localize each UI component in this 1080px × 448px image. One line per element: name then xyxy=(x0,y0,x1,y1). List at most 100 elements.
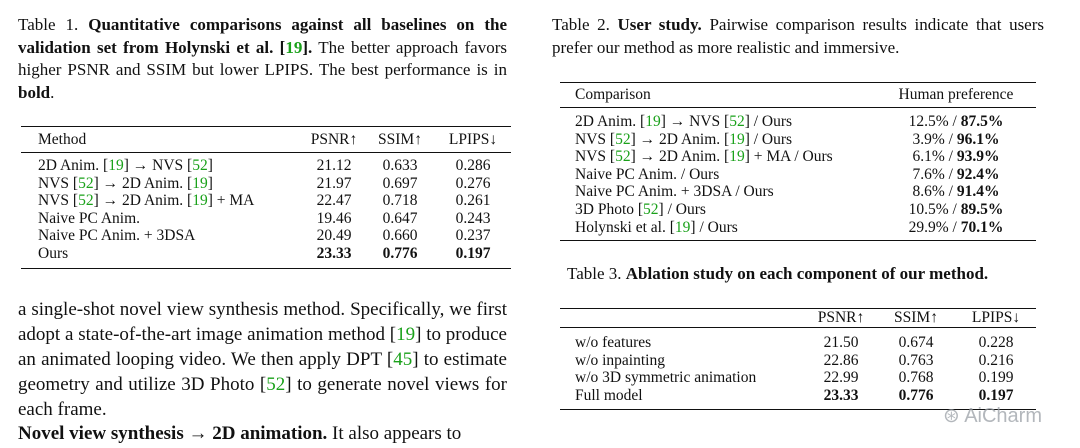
citation-link[interactable]: 52 xyxy=(192,157,208,174)
table1-value-cell: 0.197 xyxy=(455,244,491,262)
table1-row: Ours 23.33 0.776 0.197 xyxy=(21,244,511,269)
citation-link[interactable]: 19 xyxy=(674,218,691,236)
watermark-text: AiCharm xyxy=(964,405,1042,427)
table1-method-cell: 2D Anim. [19] → NVS [52] xyxy=(38,157,213,174)
citation-link[interactable]: 52 xyxy=(78,192,94,210)
section-heading: Novel view synthesis → 2D animation. It … xyxy=(18,421,507,446)
table1-method-cell: Ours xyxy=(38,244,69,262)
ours-preference: 70.1% xyxy=(960,218,1004,236)
table1-value-cell: 23.33 xyxy=(316,244,352,262)
ours-preference: 93.9% xyxy=(956,148,1000,166)
citation-link[interactable]: 19 xyxy=(396,324,416,345)
table1-header-method: Method xyxy=(38,131,87,148)
table3-value-cell: 0.768 xyxy=(898,369,934,387)
ours-preference: 91.4% xyxy=(956,183,1000,201)
citation-link[interactable]: 52 xyxy=(78,174,94,192)
table1-value-cell: 0.237 xyxy=(455,227,491,245)
table1-bold-word: bold xyxy=(18,82,51,102)
citation-link[interactable]: 45 xyxy=(393,349,413,370)
table1-value-cell: 0.647 xyxy=(382,209,418,227)
table2-row: NVS [52] → 2D Anim. [19] / Ours 3.9% / 96… xyxy=(560,131,1036,149)
citation-link[interactable]: 52 xyxy=(643,200,659,218)
table1-value-cell: 22.47 xyxy=(316,192,352,210)
table3-value-cell: 23.33 xyxy=(823,386,859,404)
table2-preference-cell: 7.6% / 92.4% xyxy=(876,166,1036,184)
baseline-preference: 6.1% / xyxy=(912,148,957,166)
table2-comparison-cell: Naive PC Anim. + 3DSA / Ours xyxy=(575,183,774,201)
baseline-preference: 7.6% / xyxy=(912,165,957,183)
table3-row: w/o 3D symmetric animation 22.99 0.768 0.19… xyxy=(560,369,1036,387)
table3-header-psnr: PSNR↑ xyxy=(817,309,865,326)
table2: Comparison Human preference 2D Anim. [19… xyxy=(560,82,1036,241)
table2-header-comparison: Comparison xyxy=(575,86,651,103)
table1-header-psnr: PSNR↑ xyxy=(310,130,358,148)
table1-header-row: Method PSNR↑ SSIM↑ LPIPS↓ xyxy=(21,126,511,153)
table3-row: Full model 23.33 0.776 0.197 xyxy=(560,387,1036,410)
citation-link[interactable]: 52 xyxy=(729,113,745,130)
table2-preference-cell: 6.1% / 93.9% xyxy=(876,148,1036,166)
citation-link[interactable]: 52 xyxy=(266,374,286,395)
table3-title: Ablation study on each component of our … xyxy=(625,264,989,283)
table1-caption: Table 1. Quantitative comparisons agains… xyxy=(18,15,508,102)
section-heading-rest: It also appears to xyxy=(332,423,462,444)
table2-comparison-cell: Holynski et al. [19] / Ours xyxy=(575,218,738,236)
table3-header-ssim: SSIM↑ xyxy=(894,309,938,326)
table2-row: Naive PC Anim. / Ours 7.6% / 92.4% xyxy=(560,166,1036,184)
citation-link[interactable]: 19 xyxy=(285,37,303,57)
table3-label: Table 3. xyxy=(567,264,622,283)
table1-method-cell: Naive PC Anim. xyxy=(38,209,141,227)
ours-preference: 92.4% xyxy=(956,165,1000,183)
table3: PSNR↑ SSIM↑ LPIPS↓ w/o features 21.50 0.67… xyxy=(560,308,1036,410)
table2-title: User study. xyxy=(617,15,702,34)
table3-header-lpips: LPIPS↓ xyxy=(971,309,1021,326)
citation-link[interactable]: 19 xyxy=(729,148,745,166)
ours-preference: 89.5% xyxy=(960,200,1004,218)
table2-row: 3D Photo [52] / Ours 10.5% / 89.5% xyxy=(560,201,1036,219)
body-paragraph: a single-shot novel view synthesis metho… xyxy=(18,297,507,422)
table3-value-cell: 0.674 xyxy=(898,334,934,351)
table1-caption-text: The better approach favors higher PSNR a… xyxy=(18,37,507,80)
table3-row: w/o features 21.50 0.674 0.228 xyxy=(560,327,1036,352)
table3-value-cell: 0.197 xyxy=(978,386,1014,404)
table2-comparison-cell: Naive PC Anim. / Ours xyxy=(575,165,720,183)
table1-method-cell: NVS [52] → 2D Anim. [19] xyxy=(38,174,213,192)
table2-comparison-cell: 2D Anim. [19] → NVS [52] / Ours xyxy=(575,113,793,130)
table2-preference-cell: 3.9% / 96.1% xyxy=(876,131,1036,149)
citation-link[interactable]: 19 xyxy=(192,192,208,210)
table1-value-cell: 0.776 xyxy=(382,244,418,262)
table2-preference-cell: 10.5% / 89.5% xyxy=(876,201,1036,219)
table1-row: 2D Anim. [19] → NVS [52] 21.12 0.633 0.286 xyxy=(21,152,511,175)
table3-variant-cell: w/o 3D symmetric animation xyxy=(575,369,757,387)
table3-value-cell: 0.228 xyxy=(978,334,1014,351)
baseline-preference: 10.5% / xyxy=(908,200,961,218)
table1-value-cell: 0.660 xyxy=(382,227,418,245)
citation-link[interactable]: 19 xyxy=(729,130,745,148)
table1-title: Quantitative comparisons against all bas… xyxy=(18,15,508,57)
table1-value-cell: 0.286 xyxy=(455,157,491,174)
table2-preference-cell: 12.5% / 87.5% xyxy=(876,108,1036,131)
citation-link[interactable]: 19 xyxy=(192,174,208,192)
watermark-logo: ⊛ AiCharm xyxy=(942,405,1042,427)
citation-link[interactable]: 19 xyxy=(108,157,124,174)
citation-link[interactable]: 52 xyxy=(615,130,631,148)
citation-link[interactable]: 52 xyxy=(615,148,631,166)
table3-variant-cell: w/o features xyxy=(575,334,652,351)
table2-preference-cell: 29.9% / 70.1% xyxy=(876,219,1036,241)
table1-method-cell: Naive PC Anim. + 3DSA xyxy=(38,227,196,245)
table2-header-preference: Human preference xyxy=(898,86,1014,103)
citation-link[interactable]: 19 xyxy=(645,113,661,130)
table2-row: Holynski et al. [19] / Ours 29.9% / 70.1% xyxy=(560,219,1036,241)
table1-label: Table 1. xyxy=(18,15,79,34)
table1-value-cell: 0.697 xyxy=(382,174,418,192)
table3-value-cell: 0.776 xyxy=(898,386,934,404)
table1-value-cell: 0.243 xyxy=(455,209,491,227)
table1-value-cell: 0.718 xyxy=(382,192,418,210)
left-column: Table 1. Quantitative comparisons agains… xyxy=(18,14,511,444)
table3-caption: Table 3. Ablation study on each componen… xyxy=(567,263,1047,286)
table3-value-cell: 0.763 xyxy=(898,351,934,369)
section-heading-bold: Novel view synthesis → 2D animation. xyxy=(18,423,328,444)
table1-method-cell: NVS [52] → 2D Anim. [19] + MA xyxy=(38,192,255,210)
baseline-preference: 3.9% / xyxy=(912,130,957,148)
table3-value-cell: 21.50 xyxy=(823,334,859,351)
baseline-preference: 12.5% / xyxy=(908,113,961,130)
